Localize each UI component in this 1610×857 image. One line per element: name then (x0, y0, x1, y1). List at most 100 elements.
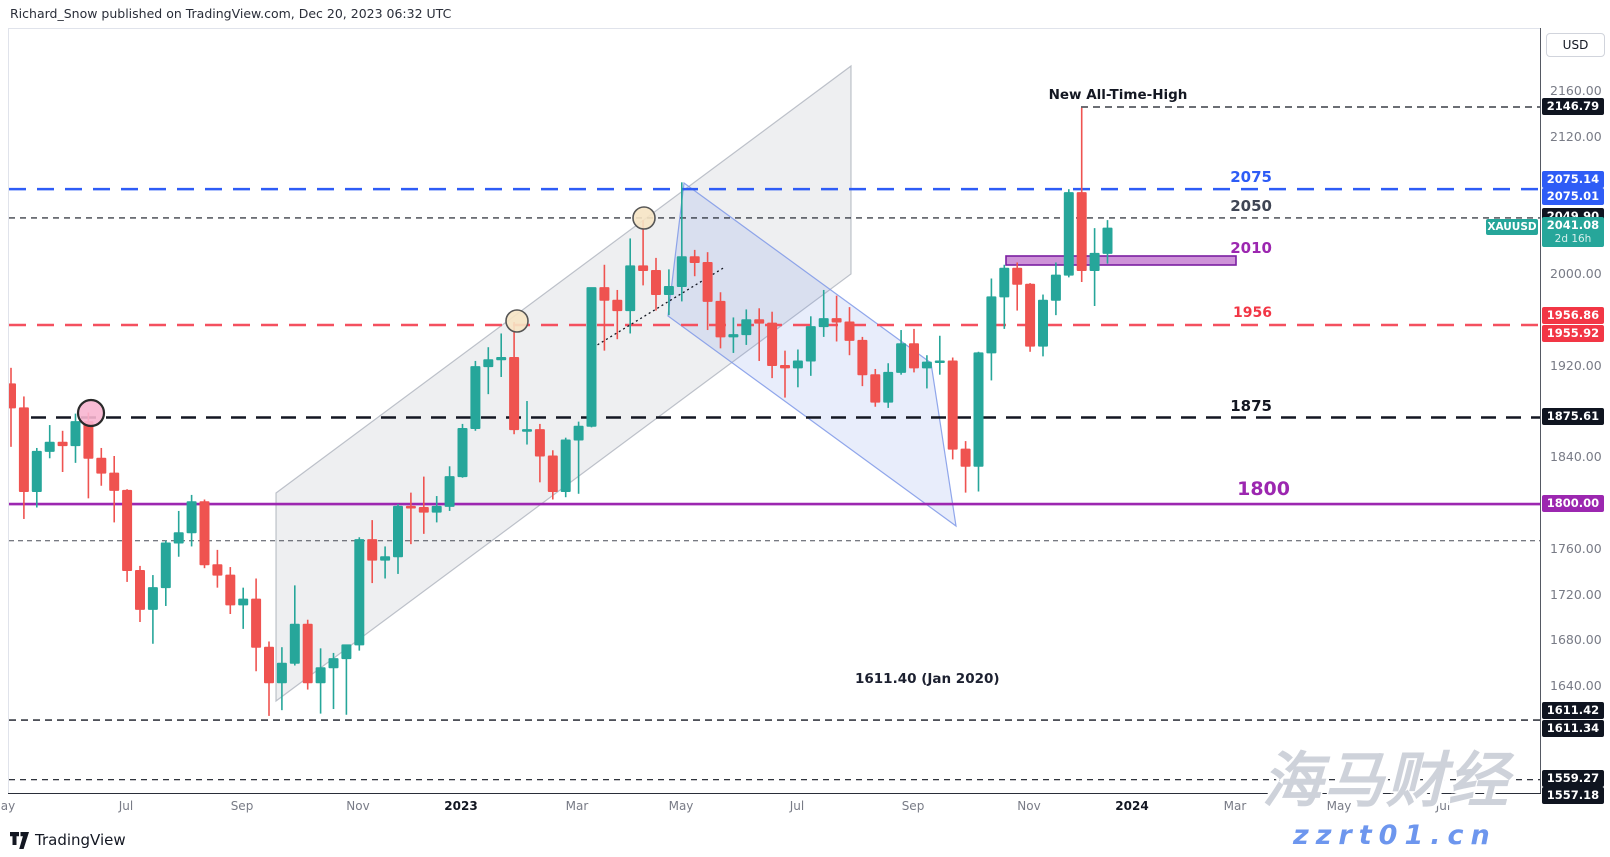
candle-body (483, 359, 494, 368)
candle-body (1076, 192, 1087, 271)
candle-body (431, 505, 442, 513)
candle-body (44, 441, 55, 452)
candle-body (418, 507, 429, 513)
y-tick-1920.00: 1920.00 (1550, 357, 1602, 373)
candle-body (328, 658, 339, 669)
candle-body (857, 339, 868, 376)
tradingview-logo[interactable]: TradingView (10, 831, 126, 849)
candle-body (534, 429, 545, 457)
candles-layer[interactable] (9, 107, 1113, 716)
price-badge-1557.18: 1557.18 (1542, 786, 1604, 804)
candle-body (509, 357, 520, 431)
candle-body (1038, 299, 1048, 347)
candle-body (599, 287, 610, 301)
candle-body (147, 587, 158, 610)
candle-body (896, 343, 907, 373)
resistance-zone-2010[interactable] (1005, 255, 1237, 266)
candle-body (302, 623, 313, 684)
ascending-gray-channel[interactable] (275, 64, 852, 703)
candle-body (9, 383, 16, 409)
candle-body (444, 476, 455, 507)
candle-body (1102, 227, 1113, 254)
bar-time-remaining: 2d 16h (1554, 233, 1592, 246)
candle-body (715, 300, 726, 338)
candle-body (405, 505, 416, 509)
candle-body (457, 428, 468, 478)
candle-body (780, 365, 790, 369)
candle-body (160, 542, 171, 589)
level-label-1800[interactable]: 1800 (1237, 478, 1290, 501)
price-badge-1956.86: 1956.86 (1542, 306, 1604, 324)
x-tick-Nov: Nov (1017, 799, 1041, 813)
cream-marker-1[interactable] (505, 309, 529, 333)
dotted-trendline[interactable] (588, 266, 726, 351)
new-ath-annotation[interactable]: New All-Time-High (1048, 87, 1188, 103)
candle-body (238, 598, 249, 606)
watermark-site: zzrt01.cn (1293, 820, 1497, 851)
x-tick-Jul: Jul (1435, 799, 1451, 813)
candle-body (496, 357, 507, 361)
candle-body (947, 360, 958, 450)
candle-body (264, 646, 274, 684)
candle-body (651, 269, 661, 296)
candle-body (57, 441, 68, 447)
candle-body (96, 457, 107, 474)
y-tick-1680.00: 1680.00 (1550, 632, 1602, 648)
candle-body (767, 322, 778, 367)
watermark-chinese: 海马财经 (1262, 746, 1510, 816)
candle-body (18, 407, 29, 492)
candle-body (135, 569, 145, 610)
cream-marker-2[interactable] (632, 206, 656, 230)
tradingview-logo-icon (10, 831, 29, 849)
level-label-2010[interactable]: 2010 (1230, 239, 1272, 258)
x-tick-2023: 2023 (444, 799, 478, 813)
candle-body (754, 319, 765, 324)
y-tick-2120.00: 2120.00 (1550, 128, 1602, 144)
candle-body (883, 371, 894, 403)
candle-body (999, 267, 1010, 298)
level-label-2075[interactable]: 2075 (1230, 168, 1272, 187)
candle-body (625, 265, 636, 312)
x-tick-Jul: Jul (789, 799, 805, 813)
candle-body (341, 644, 352, 660)
time-axis-separator (8, 793, 1541, 794)
currency-button[interactable]: USD (1546, 33, 1605, 57)
candle-body (315, 667, 326, 684)
x-tick-Nov: Nov (346, 799, 370, 813)
candle-body (805, 326, 816, 362)
candle-body (380, 556, 391, 561)
candle-body (638, 265, 649, 271)
chart-plot-area[interactable] (8, 28, 1541, 794)
jan-2020-annotation[interactable]: 1611.40 (Jan 2020) (855, 671, 1000, 687)
candle-body (702, 261, 713, 302)
x-tick-Mar: Mar (1223, 799, 1247, 813)
candle-body (818, 318, 829, 328)
level-label-1875[interactable]: 1875 (1230, 396, 1272, 415)
y-tick-1720.00: 1720.00 (1550, 586, 1602, 602)
candle-body (921, 361, 932, 369)
pink-marker[interactable] (76, 398, 106, 428)
candle-body (199, 501, 210, 566)
candle-body (522, 429, 532, 432)
candle-body (909, 343, 919, 369)
level-label-1956[interactable]: 1956 (1233, 304, 1272, 321)
candle-body (1025, 283, 1036, 347)
candle-body (225, 574, 236, 606)
level-label-2050[interactable]: 2050 (1230, 196, 1272, 215)
candle-body (831, 318, 842, 323)
candle-body (393, 505, 403, 558)
candle-body (728, 334, 739, 338)
candle-body (560, 439, 571, 492)
x-tick-Jul: Jul (118, 799, 134, 813)
candle-body (31, 450, 42, 492)
price-badge-1611.34: 1611.34 (1542, 719, 1604, 737)
price-badge-1559.27: 1559.27 (1542, 770, 1604, 788)
candle-body (973, 352, 984, 467)
candlestick-chart[interactable] (9, 29, 1541, 794)
candle-body (83, 421, 94, 459)
candle-body (934, 360, 945, 364)
x-tick-May: May (1326, 799, 1352, 813)
x-tick-Sep: Sep (230, 799, 254, 813)
x-tick-Mar: Mar (565, 799, 589, 813)
candle-body (367, 539, 378, 561)
